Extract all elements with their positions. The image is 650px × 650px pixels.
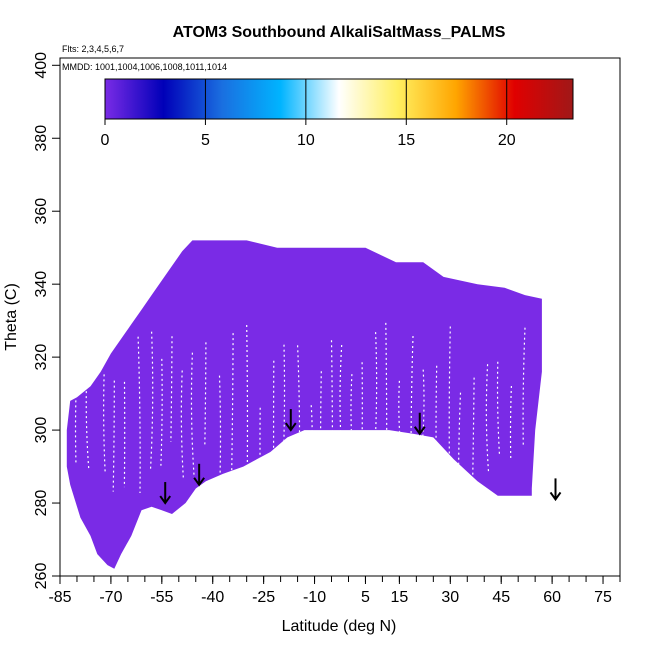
y-tick-label: 340: [33, 271, 50, 298]
x-tick-label: -70: [99, 589, 122, 606]
x-tick-label: -10: [303, 589, 326, 606]
sample-gap-streak: [509, 385, 512, 461]
sample-gap-streak: [160, 358, 163, 466]
colorbar-tick-label: 20: [498, 132, 516, 149]
x-tick-label: -55: [150, 589, 173, 606]
y-tick-label: 380: [33, 125, 50, 152]
sample-gap-streak: [190, 352, 195, 477]
colorbar: [104, 78, 574, 120]
sample-gap-streak: [204, 342, 207, 448]
y-tick-label: 260: [33, 563, 50, 590]
y-axis-label: Theta (C): [3, 283, 20, 351]
x-tick-label: -85: [48, 589, 71, 606]
dates-label: MMDD: 1001,1004,1006,1008,1011,1014: [62, 62, 227, 72]
flights-label: Flts: 2,3,4,5,6,7: [62, 44, 124, 54]
sample-gap-streak: [281, 344, 286, 483]
sample-gap-streak: [149, 331, 154, 472]
colorbar-tick-label: 15: [397, 132, 415, 149]
profile-arrow: [413, 412, 426, 436]
x-tick-label: 5: [361, 589, 370, 606]
chart-title: ATOM3 Southbound AlkaliSaltMass_PALMS: [173, 24, 506, 41]
y-tick-label: 400: [33, 52, 50, 79]
plot-frame: [59, 57, 621, 577]
x-tick-label: -25: [252, 589, 275, 606]
sample-gap-streak: [170, 336, 173, 442]
y-tick-label: 280: [33, 490, 50, 517]
sample-gap-streak: [112, 380, 115, 492]
x-tick-label: 60: [543, 589, 561, 606]
sample-gap-streak: [374, 332, 378, 453]
x-tick-label: 75: [594, 589, 612, 606]
profile-arrow: [193, 463, 205, 487]
colorbar-tick-label: 0: [101, 132, 110, 149]
data-region: [66, 240, 542, 569]
y-tick-label: 300: [33, 417, 50, 444]
x-tick-label: -40: [201, 589, 224, 606]
y-tick-label: 320: [33, 344, 50, 371]
sample-gap-streak: [297, 345, 301, 454]
sample-gap-streak: [310, 405, 313, 449]
sample-gap-streak: [246, 324, 249, 474]
x-tick-label: 15: [390, 589, 408, 606]
sample-gap-streak: [421, 369, 425, 451]
colorbar-tick-label: 5: [201, 132, 210, 149]
sample-gap-streak: [180, 370, 184, 478]
x-axis-label: Latitude (deg N): [282, 618, 397, 635]
colorbar-tick-label: 10: [297, 132, 315, 149]
y-tick-label: 360: [33, 198, 50, 225]
profile-arrow: [549, 478, 562, 502]
profile-arrow: [159, 482, 172, 505]
sample-gap-streak: [230, 333, 234, 484]
x-tick-label: 45: [492, 589, 510, 606]
x-tick-label: 30: [441, 589, 459, 606]
sample-gap-streak: [485, 364, 490, 474]
profile-arrow: [284, 409, 297, 432]
sample-gap-streak: [496, 361, 501, 456]
sample-gap-streak: [330, 340, 334, 475]
